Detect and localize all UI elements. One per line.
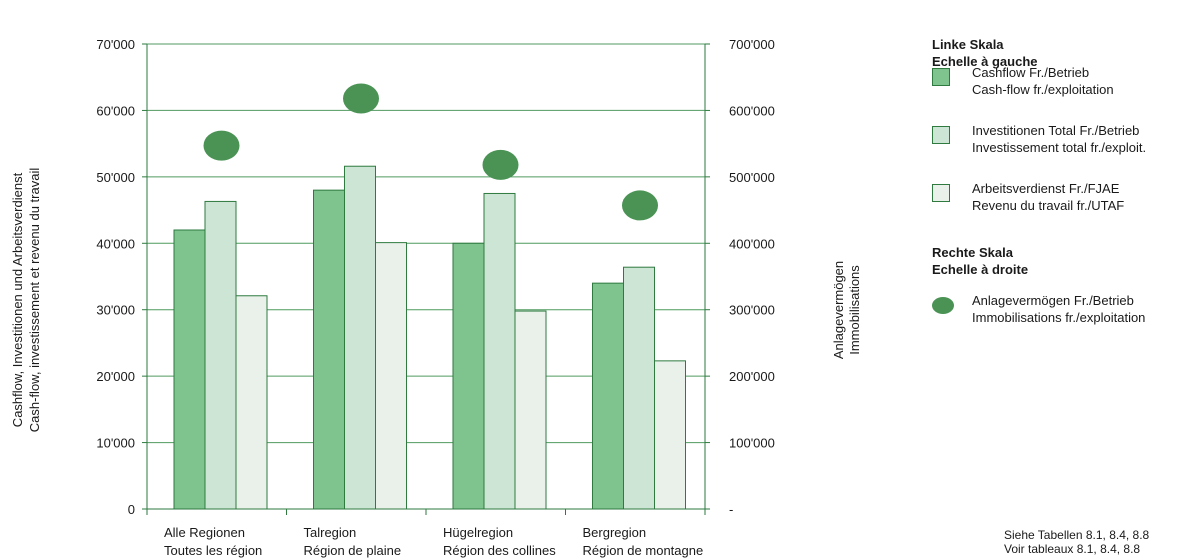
legend-label-line1: Cashflow Fr./Betrieb — [972, 65, 1090, 80]
y-tick-label-left: 10'000 — [96, 436, 135, 451]
category-label: Bergregion — [583, 525, 647, 540]
y-tick-label-left: 40'000 — [96, 236, 135, 251]
legend-swatch-arbeitsverdienst — [932, 184, 950, 202]
y-axis-right-title-1: Anlagevermögen — [831, 261, 846, 359]
legend-swatch-investitionen — [932, 126, 950, 144]
y-tick-label-right: 500'000 — [729, 170, 775, 185]
bar — [592, 282, 624, 510]
legend-left-scale-title-de: Linke Skala — [932, 37, 1004, 52]
y-tick-label-left: 20'000 — [96, 369, 135, 384]
category-labels: Alle Regionen Toutes les région Talregion R… — [164, 525, 703, 558]
legend-label-line2: Cash-flow fr./exploitation — [972, 82, 1114, 97]
category-label: Talregion — [304, 525, 357, 540]
bar — [173, 229, 206, 510]
bar — [235, 295, 268, 510]
legend-right-scale-title-de: Rechte Skala — [932, 245, 1013, 260]
tick-labels: 0 - 10'000 100'000 20'000 200'000 30'000 300'00… — [96, 37, 775, 517]
scatter-point — [482, 149, 519, 180]
y-tick-label-right: 300'000 — [729, 303, 775, 318]
y-tick-label-left: 50'000 — [96, 170, 135, 185]
source-note-fr: Voir tableaux 8.1, 8.4, 8.8 — [1004, 542, 1141, 556]
legend-right-scale-title-fr: Echelle à droite — [932, 262, 1029, 277]
y-tick-label-right: 100'000 — [729, 436, 775, 451]
bar — [452, 242, 485, 510]
scatter-point — [203, 130, 240, 161]
bar — [344, 165, 376, 510]
category-label: Région de plaine — [304, 543, 402, 558]
bar — [483, 192, 516, 510]
bar — [204, 200, 237, 510]
y-tick-label-right: 700'000 — [729, 37, 775, 52]
legend-right-scale-title: Rechte Skala Echelle à droite — [932, 244, 1028, 278]
bar — [313, 189, 345, 510]
bar — [623, 266, 655, 510]
scatter-points — [203, 83, 658, 221]
y-tick-label-right: 600'000 — [729, 103, 775, 118]
legend-swatch-cashflow — [932, 68, 950, 86]
axes — [142, 43, 710, 515]
category-label: Toutes les région — [164, 543, 262, 558]
bar — [654, 360, 686, 510]
bar — [375, 242, 407, 510]
legend-label-line2: Revenu du travail fr./UTAF — [972, 198, 1125, 213]
legend-left-scale-title-fr: Echelle à gauche — [932, 54, 1038, 69]
chart-canvas: 0 - 10'000 100'000 20'000 200'000 30'000 300'00… — [10, 37, 862, 558]
legend-label-line1: Anlagevermögen Fr./Betrieb — [972, 293, 1134, 308]
legend-label-line1: Investitionen Total Fr./Betrieb — [972, 123, 1140, 138]
y-axis-left-title-2: Cash-flow, investissement et revenu du t… — [27, 168, 42, 433]
legend-label-line2: Investissement total fr./exploit. — [972, 140, 1147, 155]
category-label: Région des collines — [443, 543, 556, 558]
category-label: Région de montagne — [583, 543, 704, 558]
y-tick-label-left: 0 — [128, 502, 135, 517]
y-tick-label-right: - — [729, 502, 733, 517]
legend-label-line1: Arbeitsverdienst Fr./FJAE — [972, 181, 1120, 196]
y-tick-label-right: 200'000 — [729, 369, 775, 384]
legend-label-line2: Immobilisations fr./exploitation — [972, 310, 1146, 325]
y-tick-label-left: 30'000 — [96, 303, 135, 318]
source-note: Siehe Tabellen 8.1, 8.4, 8.8 Voir tablea… — [1004, 528, 1149, 556]
source-note-de: Siehe Tabellen 8.1, 8.4, 8.8 — [1004, 528, 1150, 542]
y-tick-label-left: 70'000 — [96, 37, 135, 52]
legend-dot-anlagevermoegen — [932, 297, 954, 314]
legend-left-scale-title: Linke Skala Echelle à gauche — [932, 36, 1038, 70]
scatter-point — [622, 190, 658, 221]
bar — [514, 310, 547, 510]
y-axis-right-title-2: Immobilisations — [847, 265, 862, 355]
scatter-point — [343, 83, 379, 114]
bars — [173, 165, 686, 510]
category-label: Hügelregion — [443, 525, 513, 540]
y-tick-label-right: 400'000 — [729, 236, 775, 251]
y-tick-label-left: 60'000 — [96, 103, 135, 118]
category-label: Alle Regionen — [164, 525, 245, 540]
y-axis-left-title-1: Cashflow, Investitionen und Arbeitsverdi… — [10, 172, 25, 427]
